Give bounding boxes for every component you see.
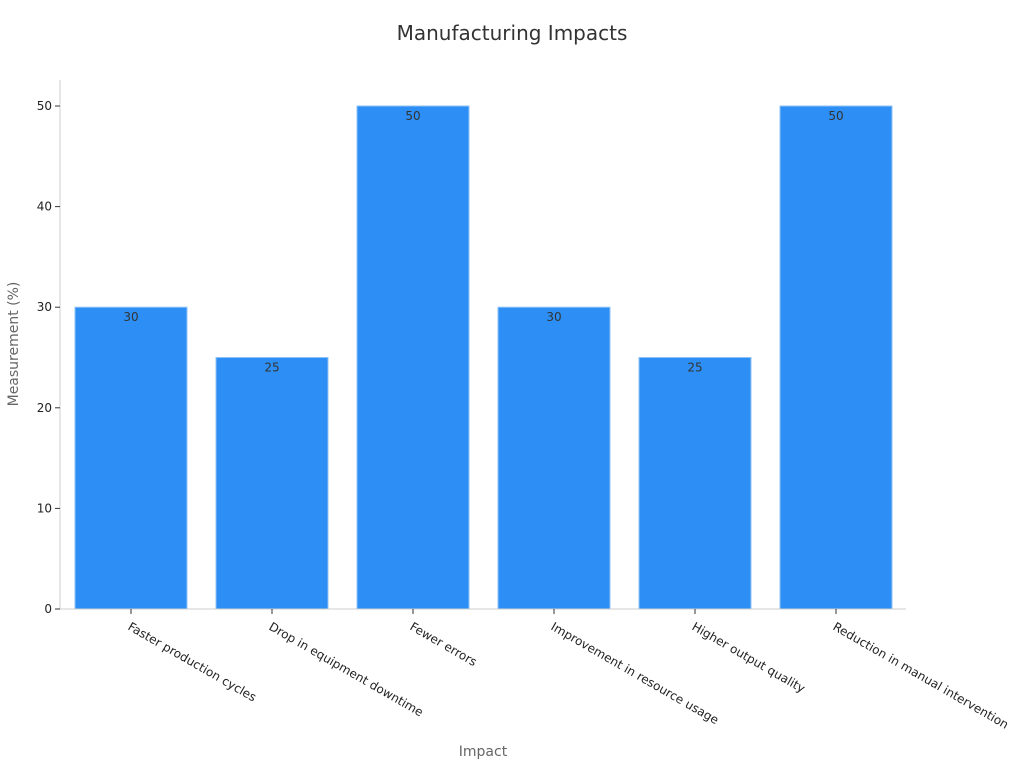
y-tick-label: 0 <box>44 602 52 616</box>
y-axis-title: Measurement (%) <box>6 282 22 407</box>
y-tick-label: 40 <box>37 200 52 214</box>
x-tick-label: Fewer errors <box>408 619 480 669</box>
y-tick-label: 50 <box>37 99 52 113</box>
data-label: 30 <box>123 310 138 324</box>
y-tick-label: 20 <box>37 401 52 415</box>
data-label: 50 <box>828 109 843 123</box>
bar <box>497 306 611 610</box>
data-label: 25 <box>687 361 702 375</box>
x-tick-label: Improvement in resource usage <box>549 619 722 727</box>
y-tick-label: 10 <box>37 501 52 515</box>
chart-title: Manufacturing Impacts <box>397 21 628 45</box>
data-label: 30 <box>546 310 561 324</box>
bar <box>74 306 188 610</box>
y-tick-label: 30 <box>37 300 52 314</box>
y-ticks-group: 0 10 20 30 40 50 <box>37 99 60 616</box>
plot-area: 30 25 50 30 25 50 0 10 20 30 40 50 Faster producti… <box>37 80 1011 732</box>
x-axis-title: Impact <box>459 744 508 760</box>
data-label: 25 <box>264 361 279 375</box>
bar <box>215 357 329 610</box>
x-tick-label: Reduction in manual intervention <box>831 619 1012 731</box>
data-labels-group: 30 25 50 30 25 50 <box>123 109 843 375</box>
x-tick-label: Higher output quality <box>690 619 808 695</box>
bar <box>779 105 893 610</box>
x-ticks-group: Faster production cycles Drop in equipmen… <box>126 609 1012 732</box>
bar <box>638 357 752 610</box>
bars-group <box>74 105 893 610</box>
data-label: 50 <box>405 109 420 123</box>
bar <box>356 105 470 610</box>
x-tick-label: Faster production cycles <box>126 619 259 704</box>
x-tick-label: Drop in equipment downtime <box>267 619 426 719</box>
